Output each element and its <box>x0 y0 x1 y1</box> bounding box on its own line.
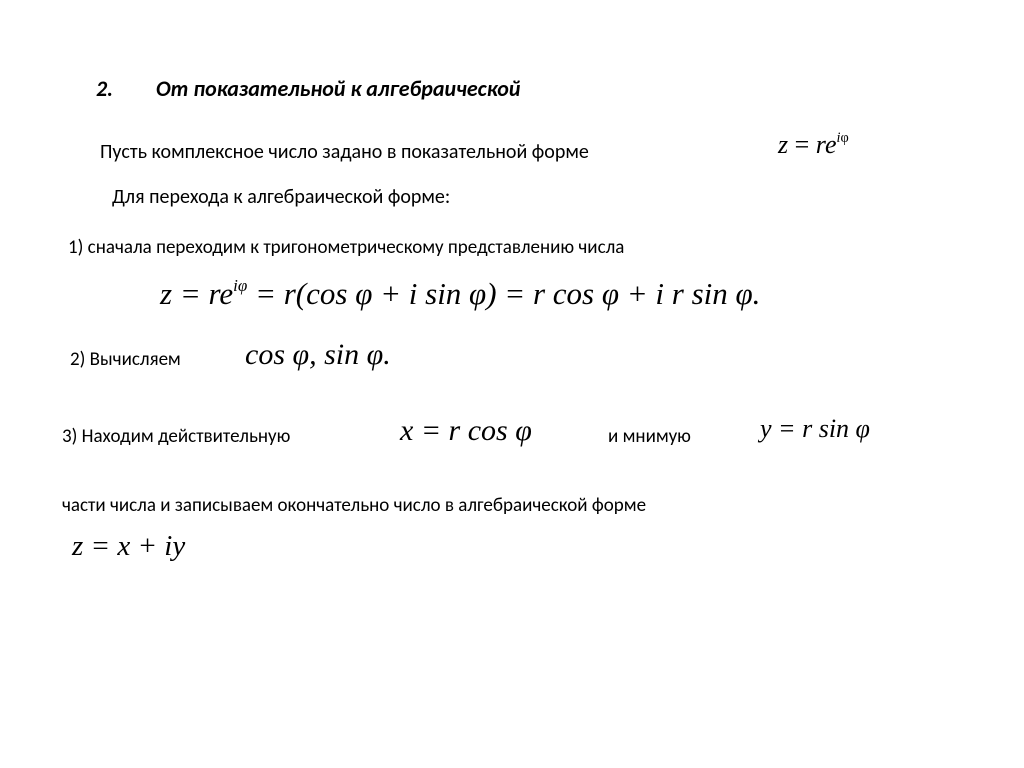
eq-exponential-form: z = reiφ <box>778 130 849 160</box>
intro-text: Пусть комплексное число задано в показат… <box>100 140 589 164</box>
step2-label: 2) Вычисляем <box>70 348 181 371</box>
eq-sup: iφ <box>837 130 849 146</box>
eq-y-imag: y = r sin φ <box>760 414 870 444</box>
slide-page: 2. От показательной к алгебраической Пус… <box>0 0 1024 768</box>
eq-cos-sin: cos φ, sin φ. <box>245 338 391 372</box>
eq-sup-phi: φ <box>840 130 848 146</box>
eq-r: r <box>816 130 825 159</box>
eq-x-real: x = r cos φ <box>400 414 532 448</box>
eq-trig-pre: z = re <box>160 276 233 311</box>
transition-text: Для перехода к алгебраической форме: <box>112 185 450 209</box>
eq-algebraic-form: z = x + iy <box>72 530 185 563</box>
heading-number: 2. <box>96 75 113 102</box>
eq-e: e <box>825 130 837 159</box>
eq-trig-mid: = r(cos φ + i sin φ) = r cos φ + i r sin… <box>247 276 760 311</box>
heading-title: От показательной к алгебраической <box>156 75 520 102</box>
eq-eq: = <box>788 130 816 159</box>
eq-trig-expansion: z = reiφ = r(cos φ + i sin φ) = r cos φ … <box>160 276 760 312</box>
step3-label-b: и мнимую <box>608 425 691 448</box>
step1-label: 1) сначала переходим к тригонометрическо… <box>68 236 624 259</box>
eq-trig-sup: iφ <box>233 276 247 295</box>
eq-z: z <box>778 130 788 159</box>
step3-label-a: 3) Находим действительную <box>62 425 290 448</box>
final-text: части числа и записываем окончательно чи… <box>62 494 646 517</box>
